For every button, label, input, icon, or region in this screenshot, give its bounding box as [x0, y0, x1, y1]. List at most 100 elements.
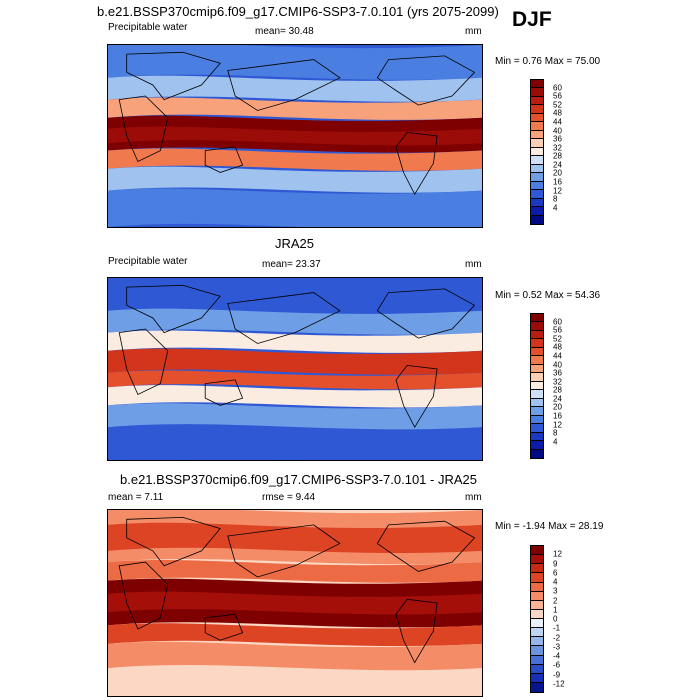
colorbar-swatch: [531, 424, 543, 433]
colorbar-tick-label: -1: [553, 623, 561, 633]
panel-1-mean-label: mean= 30.48: [255, 26, 314, 37]
colorbar-swatch: [531, 207, 543, 216]
map-field-band: [108, 166, 482, 193]
map-coastline: [376, 288, 476, 339]
map-coastline: [227, 524, 341, 578]
colorbar-tick-label: 9: [553, 559, 558, 568]
colorbar-swatch: [531, 88, 543, 97]
map-field-band: [108, 370, 482, 390]
colorbar-swatch: [531, 398, 543, 408]
colorbar-swatch: [531, 628, 543, 638]
colorbar-swatch: [531, 347, 543, 357]
colorbar-tick-label: -12: [553, 679, 565, 689]
colorbar-tick-label: -4: [553, 651, 561, 661]
colorbar-swatch: [531, 609, 543, 619]
colorbar-tick-label: -2: [553, 633, 561, 642]
map-field-band: [108, 348, 482, 375]
colorbar-swatch: [531, 573, 543, 583]
colorbar-swatch: [531, 619, 543, 629]
map-field-band: [108, 522, 482, 554]
colorbar-swatch: [531, 591, 543, 601]
panel-2-colorbar: [530, 313, 544, 459]
colorbar-tick-label: 44: [553, 117, 562, 127]
colorbar-tick-label: 24: [553, 394, 562, 404]
panel-3-units-label: mm: [465, 492, 482, 503]
panel-1-minmax-label: Min = 0.76 Max = 75.00: [495, 56, 601, 67]
colorbar-tick-label: 32: [553, 143, 562, 153]
colorbar-tick-label: 24: [553, 160, 562, 170]
colorbar-swatch: [531, 546, 543, 556]
colorbar-tick-label: 12: [553, 186, 562, 196]
panel-3-map: [107, 509, 483, 697]
colorbar-swatch: [531, 314, 543, 323]
colorbar-swatch: [531, 637, 543, 647]
colorbar-tick-label: 48: [553, 108, 562, 118]
panel-2-title: JRA25: [275, 236, 315, 251]
colorbar-swatch: [531, 181, 543, 191]
map-coastline: [118, 328, 169, 396]
colorbar-tick-label: 52: [553, 100, 562, 110]
colorbar-tick-label: 8: [553, 428, 558, 438]
map-field-band: [108, 75, 482, 102]
colorbar-swatch: [531, 682, 543, 692]
colorbar-tick-label: 20: [553, 168, 562, 178]
colorbar-tick-label: 44: [553, 351, 562, 361]
colorbar-swatch: [531, 407, 543, 416]
colorbar-swatch: [531, 139, 543, 148]
colorbar-tick-label: 16: [553, 177, 562, 187]
colorbar-tick-label: 8: [553, 194, 558, 204]
panel-1-units-label: mm: [465, 26, 482, 37]
colorbar-tick-label: -6: [553, 660, 561, 670]
panel-2-units-label: mm: [465, 259, 482, 270]
map-field-band: [108, 97, 482, 120]
map-coastline: [376, 520, 476, 572]
panel-1-colorbar: [530, 79, 544, 225]
colorbar-swatch: [531, 190, 543, 199]
colorbar-tick-label: 1: [553, 605, 558, 615]
colorbar-swatch: [531, 646, 543, 656]
colorbar-tick-label: 4: [553, 577, 558, 587]
panel-3-rmse-label: rmse = 9.44: [262, 492, 316, 503]
colorbar-tick-label: 56: [553, 325, 562, 335]
colorbar-tick-label: 60: [553, 83, 562, 93]
map-field-band: [108, 330, 482, 353]
colorbar-tick-label: 48: [553, 342, 562, 352]
panel-3-mean-label: mean = 7.11: [108, 492, 164, 503]
map-coastline: [376, 55, 476, 106]
colorbar-swatch: [531, 555, 543, 565]
season-label: DJF: [512, 8, 552, 31]
map-coastline: [204, 613, 244, 641]
map-field-band: [108, 665, 482, 696]
colorbar-tick-label: 4: [553, 437, 558, 447]
colorbar-swatch: [531, 322, 543, 331]
colorbar-tick-label: 36: [553, 134, 562, 144]
colorbar-swatch: [531, 655, 543, 665]
colorbar-tick-label: 28: [553, 385, 562, 395]
map-field-band: [108, 126, 482, 146]
colorbar-swatch: [531, 415, 543, 425]
map-coastline: [126, 51, 221, 101]
colorbar-tick-label: 36: [553, 368, 562, 378]
map-field-band: [108, 559, 482, 583]
map-coastline: [118, 561, 169, 630]
colorbar-swatch: [531, 441, 543, 450]
colorbar-tick-label: 28: [553, 151, 562, 161]
colorbar-tick-label: 56: [553, 91, 562, 101]
colorbar-tick-label: 40: [553, 126, 562, 136]
colorbar-swatch: [531, 122, 543, 131]
colorbar-tick-label: 2: [553, 596, 558, 605]
colorbar-swatch: [531, 600, 543, 610]
colorbar-tick-label: 3: [553, 586, 558, 596]
map-field-band: [108, 385, 482, 408]
map-coastline: [126, 516, 221, 567]
panel-1-title: b.e21.BSSP370cmip6.f09_g17.CMIP6-SSP3-7.…: [97, 4, 499, 19]
colorbar-swatch: [531, 113, 543, 123]
colorbar-swatch: [531, 96, 543, 106]
panel-2-variable-label: Precipitable water: [108, 256, 188, 267]
colorbar-swatch: [531, 449, 543, 458]
colorbar-tick-label: -9: [553, 670, 561, 679]
colorbar-swatch: [531, 164, 543, 174]
map-field-band: [108, 308, 482, 335]
panel-3-title: b.e21.BSSP370cmip6.f09_g17.CMIP6-SSP3-7.…: [120, 472, 477, 487]
colorbar-swatch: [531, 147, 543, 157]
